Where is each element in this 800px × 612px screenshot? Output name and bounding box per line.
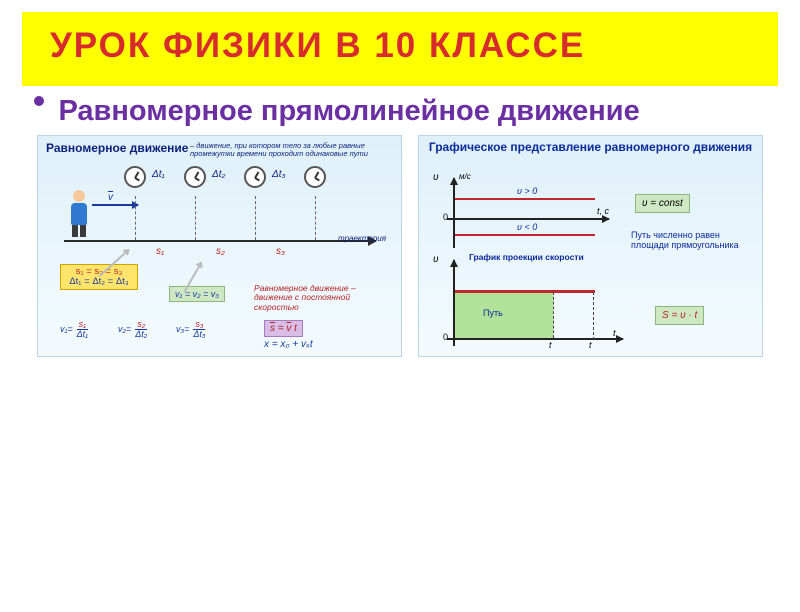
frac-v1: v₁= s₁Δt₁	[60, 320, 90, 339]
v-label: v	[108, 192, 113, 203]
chart-path-area: График проекции скорости υ 0 t t t Путь	[433, 260, 633, 350]
s3-label: s₃	[276, 246, 285, 257]
x-axis	[447, 218, 609, 220]
subtitle-row: Равномерное прямолинейное движение	[34, 94, 766, 129]
subtitle-text: Равномерное прямолинейное движение	[58, 94, 639, 129]
line-positive	[455, 198, 595, 200]
path-label: Путь	[483, 308, 503, 318]
annotation-pos: υ > 0	[517, 186, 537, 196]
const-box: υ = const	[635, 194, 690, 213]
desc-text: Путь численно равен площади прямоугольни…	[631, 230, 759, 252]
lesson-title: УРОК ФИЗИКИ В 10 КЛАССЕ	[50, 24, 750, 68]
dash-line	[255, 196, 256, 240]
title-bar: УРОК ФИЗИКИ В 10 КЛАССЕ	[22, 12, 778, 86]
t-mark-2: t	[589, 340, 592, 350]
left-desc: – движение, при котором тело за любые ра…	[190, 142, 390, 159]
frac-v3: v₃= s₃Δt₃	[176, 320, 207, 339]
t-label: t, c	[597, 206, 609, 216]
area-rect	[455, 292, 553, 338]
y-axis	[453, 178, 455, 248]
dash-line	[135, 196, 136, 240]
bullet-icon	[34, 96, 44, 106]
t-axis-label: t	[613, 328, 616, 338]
clock-icon	[184, 166, 206, 188]
trajectory-label: траектория	[338, 234, 386, 243]
line-negative	[455, 234, 595, 236]
unit-label: м/с	[459, 172, 471, 181]
clock-icon	[304, 166, 326, 188]
dash-t1	[553, 292, 554, 338]
t-mark-1: t	[549, 340, 552, 350]
chart-velocity-sign: υ м/с 0 t, c υ > 0 υ < 0	[433, 178, 613, 248]
dash-t2	[593, 292, 594, 340]
dash-line	[315, 196, 316, 240]
clock-icon	[244, 166, 266, 188]
y-label: υ	[433, 254, 439, 265]
condition-text: Равномерное движение – движение с постоя…	[254, 284, 394, 313]
annotation-neg: υ < 0	[517, 222, 537, 232]
clock-icon	[124, 166, 146, 188]
eq1-bot: Δt₁ = Δt₂ = Δt₃	[64, 277, 134, 287]
right-heading: Графическое представление равномерного д…	[419, 141, 762, 155]
frac-v2: v₂= s₂Δt₂	[118, 320, 149, 339]
s2-label: s₂	[216, 246, 225, 257]
s1-label: s₁	[156, 246, 164, 257]
y-label: υ	[433, 172, 439, 183]
x-axis	[447, 338, 623, 340]
panel-graphs: Графическое представление равномерного д…	[418, 135, 763, 357]
velocity-vector	[92, 204, 138, 206]
figures-row: Равномерное движение – движение, при кот…	[24, 135, 776, 357]
dt1-label: Δt₁	[152, 169, 165, 180]
x-eq: x = x₀ + vₓt	[264, 339, 313, 350]
zero-label: 0	[443, 212, 448, 222]
eq-v: v₁ = v₂ = v₃	[169, 286, 225, 302]
velocity-line	[455, 290, 595, 293]
s-eq-box: s = v t	[264, 320, 303, 337]
left-heading: Равномерное движение	[46, 141, 188, 155]
dash-line	[195, 196, 196, 240]
dt3-label: Δt₃	[272, 169, 285, 180]
s-eq-box: S = υ · t	[655, 306, 704, 325]
trajectory-line	[64, 240, 376, 242]
chart2-title: График проекции скорости	[469, 252, 584, 262]
person-icon	[68, 190, 90, 238]
dt2-label: Δt₂	[212, 169, 225, 180]
panel-uniform-motion: Равномерное движение – движение, при кот…	[37, 135, 402, 357]
zero-label: 0	[443, 332, 448, 342]
